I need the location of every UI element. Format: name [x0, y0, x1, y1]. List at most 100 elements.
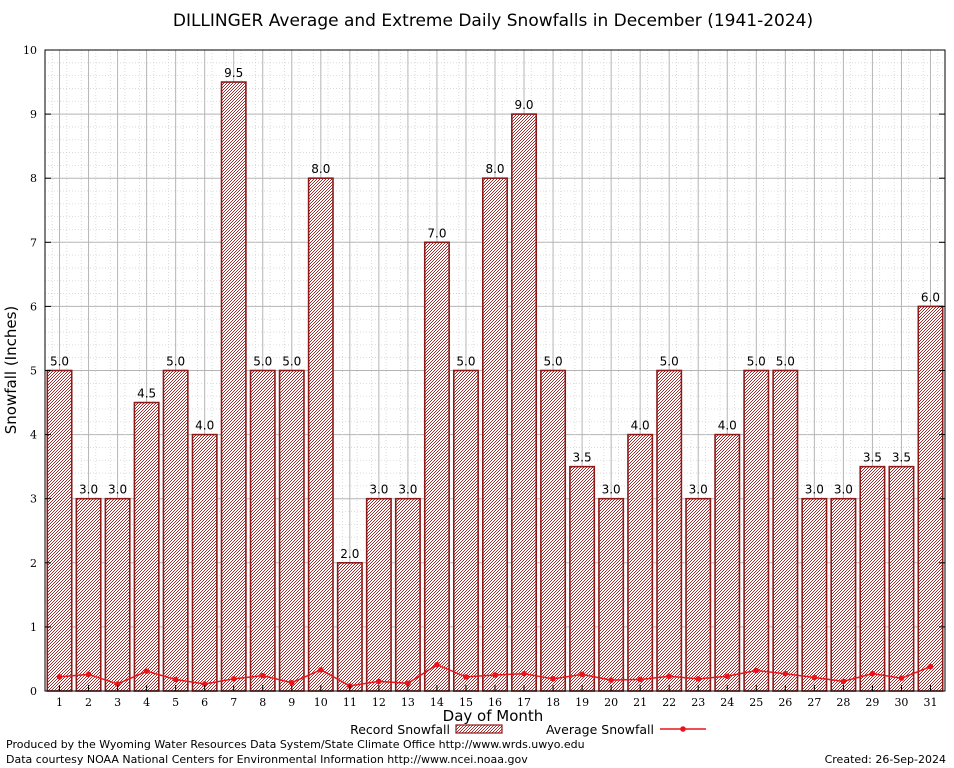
x-tick-label: 5 [172, 696, 179, 709]
x-tick-label: 8 [259, 696, 266, 709]
footer-created: Created: 26-Sep-2024 [825, 753, 946, 766]
x-tick-label: 9 [288, 696, 295, 709]
bar-value-label: 4.0 [195, 419, 214, 433]
bar-value-label: 3.5 [892, 451, 911, 465]
record-bar-day-14 [423, 241, 450, 692]
record-bar-day-29 [859, 465, 886, 692]
average-point-day-21 [637, 676, 643, 683]
x-tick-label: 12 [372, 696, 386, 709]
average-point-day-9 [288, 679, 295, 686]
x-tick-label: 19 [575, 696, 589, 709]
record-bar-day-31 [917, 305, 944, 692]
bar-value-label: 5.0 [166, 355, 185, 369]
bar-value-labels: 5.0 3.0 3.0 4.5 5.0 4.0 9.5 5.0 5.0 8.0 2.0 3.0 3.0 7… [50, 66, 940, 561]
bar-value-label: 3.0 [79, 483, 98, 497]
x-tick-label: 31 [923, 696, 937, 709]
x-tick-label: 16 [488, 696, 502, 709]
bar-value-label: 3.0 [602, 483, 621, 497]
bar-value-label: 4.0 [631, 419, 650, 433]
bar-value-label: 5.0 [50, 355, 69, 369]
record-bar-day-1 [46, 369, 73, 692]
bar-value-label: 7.0 [427, 226, 446, 240]
record-bar-day-27 [801, 497, 828, 692]
x-tick-label: 17 [517, 696, 531, 709]
footer-produced-by: Produced by the Wyoming Water Resources … [6, 738, 585, 751]
bar-value-label: 5.0 [282, 355, 301, 369]
x-tick-label: 21 [633, 696, 647, 709]
x-tick-label: 13 [401, 696, 415, 709]
record-bar-day-2 [75, 497, 102, 692]
record-bar-day-15 [452, 369, 479, 692]
plot-frame [44, 49, 946, 692]
average-point-day-5 [172, 676, 179, 683]
bar-value-label: 3.0 [689, 483, 708, 497]
bar-value-label: 4.5 [137, 387, 156, 401]
average-point-day-7 [230, 676, 237, 682]
y-tick-label: 1 [30, 621, 37, 634]
x-tick-label: 28 [836, 696, 850, 709]
y-tick-label: 10 [23, 44, 37, 57]
average-point-day-28 [840, 678, 847, 685]
bar-value-label: 5.0 [253, 355, 272, 369]
record-bar-day-9 [278, 369, 305, 692]
x-tick-label: 3 [114, 696, 121, 709]
bar-value-label: 5.0 [544, 355, 563, 369]
average-point-day-3 [114, 681, 121, 687]
y-tick-label: 5 [30, 365, 37, 378]
record-bar-day-11 [336, 561, 363, 692]
average-point-day-13 [405, 680, 411, 687]
y-tick-label: 2 [30, 557, 37, 570]
y-tick-label: 0 [30, 685, 37, 698]
x-tick-label: 10 [314, 696, 328, 709]
x-tick-label: 4 [143, 696, 150, 709]
average-point-day-29 [869, 670, 876, 677]
average-point-day-17 [521, 670, 527, 677]
average-point-day-25 [753, 667, 760, 674]
x-tick-label: 2 [85, 696, 92, 709]
bar-value-label: 3.5 [863, 451, 882, 465]
bar-value-label: 9.0 [514, 98, 533, 112]
record-bar-day-8 [249, 369, 276, 692]
average-point-day-4 [143, 668, 150, 674]
record-bar-day-16 [482, 177, 508, 692]
record-bar-day-28 [830, 497, 857, 692]
average-point-day-10 [318, 667, 324, 673]
legend-average-label: Average Snowfall [546, 722, 654, 737]
record-bar-day-5 [162, 369, 189, 692]
y-tick-label: 3 [30, 493, 37, 506]
record-bar-day-10 [307, 177, 334, 692]
bar-value-label: 2.0 [340, 547, 359, 561]
average-point-day-19 [579, 671, 585, 678]
y-tick-label: 9 [30, 108, 37, 121]
record-bar-day-4 [133, 401, 160, 692]
record-bar-day-6 [191, 433, 218, 692]
x-axis-label: Day of Month [443, 707, 544, 725]
chart-title: DILLINGER Average and Extreme Daily Snow… [173, 11, 813, 31]
y-tick-label: 4 [30, 429, 37, 442]
record-bar-day-20 [598, 497, 625, 692]
average-point-day-14 [434, 661, 440, 668]
average-point-day-24 [724, 673, 731, 680]
record-bar-day-17 [511, 113, 538, 692]
record-bar-day-19 [569, 465, 596, 692]
record-bar-day-18 [540, 369, 567, 692]
y-axis-label: Snowfall (Inches) [2, 306, 20, 434]
y-tick-label: 7 [30, 236, 37, 249]
x-tick-label: 30 [894, 696, 908, 709]
y-tick-label: 8 [30, 172, 37, 185]
legend-record-swatch [455, 724, 503, 734]
x-tick-label: 1 [56, 696, 63, 709]
average-point-day-18 [550, 676, 556, 682]
bar-value-label: 6.0 [921, 290, 940, 304]
average-point-day-30 [898, 675, 905, 681]
x-tick-label: 23 [691, 696, 705, 709]
bar-value-label: 3.5 [573, 451, 592, 465]
average-point-day-8 [259, 672, 266, 679]
x-tick-label: 22 [662, 696, 676, 709]
bar-value-label: 9.5 [224, 66, 243, 80]
record-bar-day-22 [656, 369, 683, 692]
x-tick-label: 24 [720, 696, 734, 709]
average-point-day-27 [811, 674, 818, 681]
y-tick-label: 6 [30, 300, 37, 313]
